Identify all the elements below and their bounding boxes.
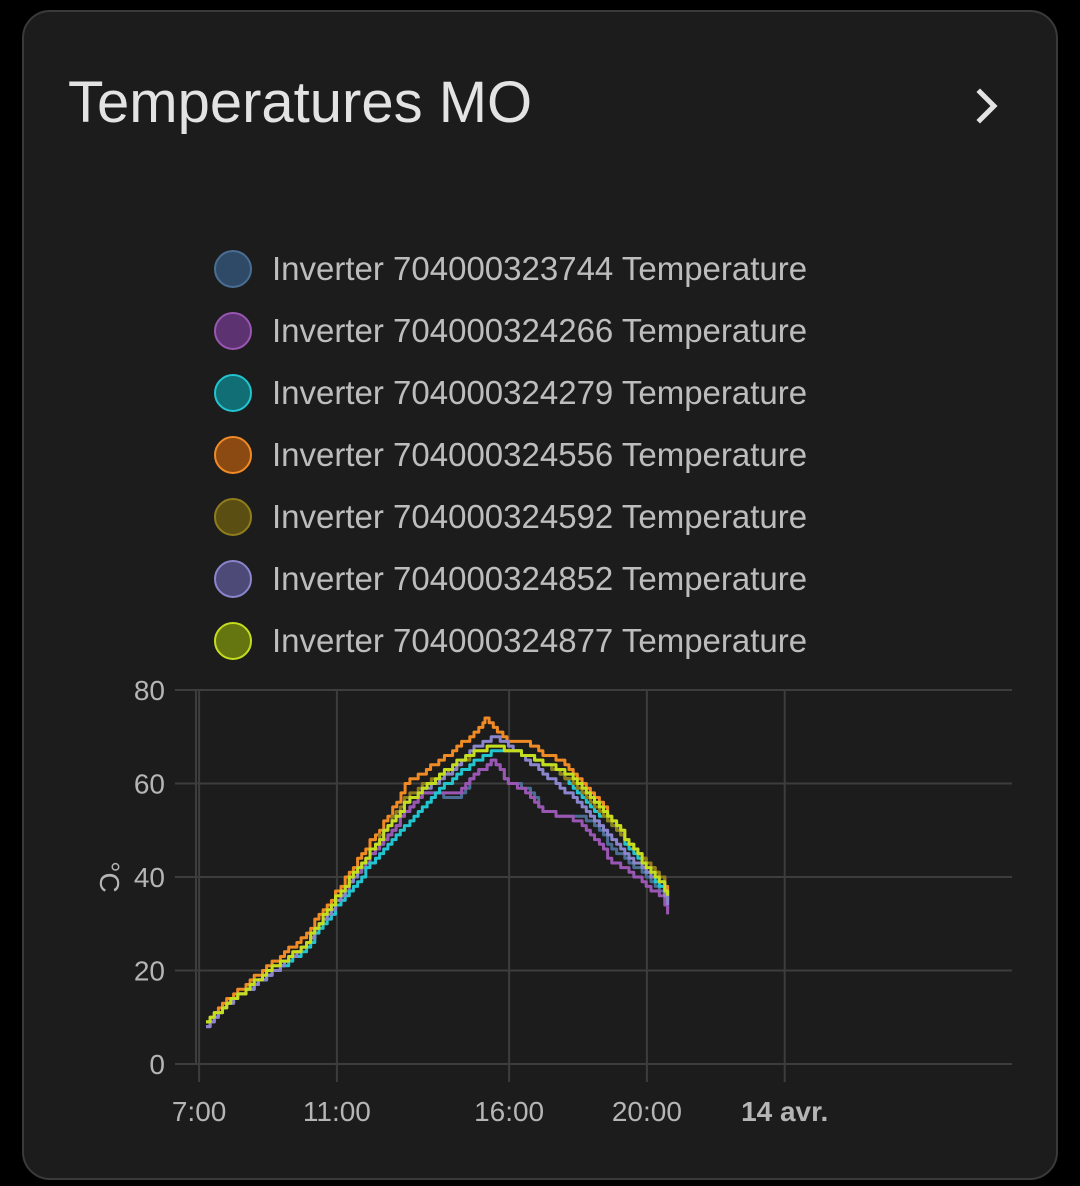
legend-swatch [214,436,252,474]
series-line [206,749,670,1024]
series-line [206,716,670,1024]
legend-swatch [214,498,252,536]
x-tick-label: 7:00 [172,1096,227,1127]
x-tick-label: 11:00 [303,1096,371,1127]
legend-label: Inverter 704000323744 Temperature [272,250,808,287]
x-tick-label: 14 avr. [741,1096,828,1127]
history-card: Temperatures MO Inverter 704000323744 Te… [22,10,1058,1180]
legend-label: Inverter 704000324592 Temperature [272,498,808,535]
legend-label: Inverter 704000324279 Temperature [272,374,808,411]
legend-item[interactable]: Inverter 704000324877 Temperature [214,610,807,672]
series-line [206,744,670,1024]
legend-item[interactable]: Inverter 704000324852 Temperature [214,548,807,610]
legend-item[interactable]: Inverter 704000324266 Temperature [214,300,807,362]
legend-item[interactable]: Inverter 704000324279 Temperature [214,362,807,424]
legend-swatch [214,560,252,598]
y-axis-label: °C [94,861,125,892]
legend-swatch [214,250,252,288]
x-tick-label: 16:00 [474,1096,544,1127]
legend-label: Inverter 704000324266 Temperature [272,312,808,349]
legend-item[interactable]: Inverter 704000324556 Temperature [214,424,807,486]
legend-label: Inverter 704000324852 Temperature [272,560,808,597]
y-tick-label: 0 [149,1049,165,1080]
y-tick-label: 80 [134,675,165,706]
legend-item[interactable]: Inverter 704000323744 Temperature [214,238,807,300]
card-title: Temperatures MO [68,70,533,135]
legend-swatch [214,622,252,660]
y-tick-label: 20 [134,956,165,987]
legend-label: Inverter 704000324556 Temperature [272,436,808,473]
legend-label: Inverter 704000324877 Temperature [272,622,808,659]
legend-swatch [214,312,252,350]
legend-swatch [214,374,252,412]
x-tick-label: 20:00 [612,1096,682,1127]
chart-legend: Inverter 704000323744 Temperature Inverte… [214,238,807,672]
chevron-right-icon[interactable] [968,82,1008,130]
y-tick-label: 60 [134,769,165,800]
y-tick-label: 40 [134,862,165,893]
legend-item[interactable]: Inverter 704000324592 Temperature [214,486,807,548]
series-line [206,744,670,1024]
